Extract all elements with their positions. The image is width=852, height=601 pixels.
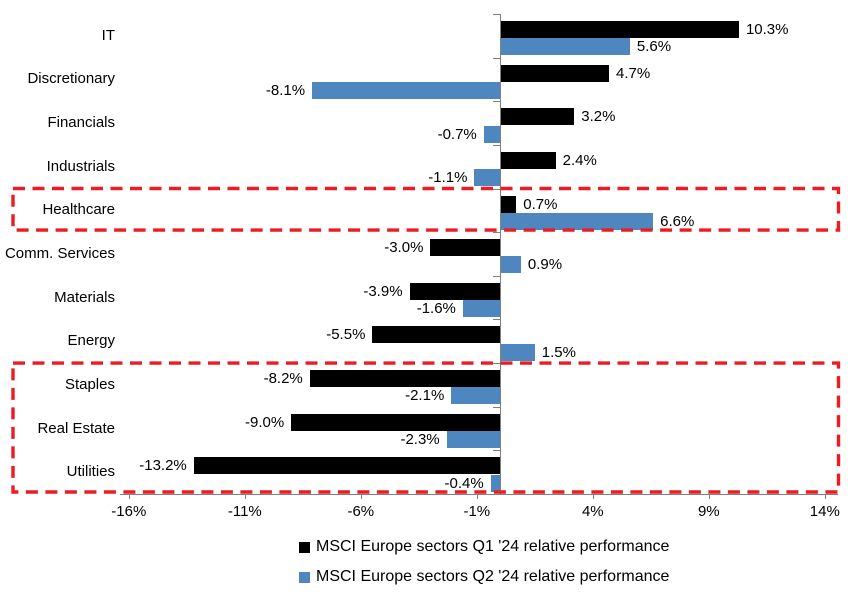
q1-bar [291, 413, 500, 431]
y-axis-tick [493, 275, 500, 277]
value-label: -0.7% [437, 125, 477, 143]
q1-bar [309, 370, 500, 388]
legend-item: MSCI Europe sectors Q2 '24 relative perf… [299, 567, 669, 587]
x-axis-tick-label: -6% [347, 503, 375, 520]
value-label: -8.2% [263, 370, 303, 388]
q1-bar [500, 108, 575, 126]
category-label: Industrials [46, 157, 115, 175]
x-axis-line [120, 494, 838, 495]
value-label: -1.6% [416, 300, 456, 318]
value-label: -9.0% [245, 413, 285, 431]
category-label: Healthcare [42, 201, 115, 219]
value-label: -1.1% [428, 169, 468, 187]
value-label: -0.4% [444, 474, 484, 492]
value-label: -3.9% [363, 282, 403, 300]
q1-bar [500, 151, 556, 169]
y-axis-tick [493, 450, 500, 452]
q2-bar [500, 256, 521, 274]
value-label: 0.9% [527, 256, 563, 274]
x-axis-tick-label: 14% [809, 503, 840, 520]
x-axis-tick [476, 494, 478, 499]
value-label: 0.7% [523, 195, 558, 213]
value-label: -5.5% [326, 326, 366, 344]
y-axis-tick [493, 232, 500, 234]
q2-bar [474, 169, 500, 187]
q1-bar [193, 457, 500, 475]
q1-bar [409, 282, 500, 300]
value-label: -13.2% [139, 457, 187, 475]
y-axis-tick [493, 188, 500, 190]
value-label: -3.0% [384, 239, 424, 257]
category-label: Financials [47, 114, 115, 132]
value-label: 10.3% [745, 21, 789, 38]
category-label: IT [101, 26, 115, 44]
q2-bar [451, 387, 500, 405]
value-label: 6.6% [660, 212, 695, 230]
x-axis-tick-label: -11% [227, 503, 262, 520]
value-label: 4.7% [616, 64, 651, 82]
x-axis-tick-label: 9% [697, 503, 720, 520]
q2-bar [446, 431, 500, 449]
x-axis-tick [244, 494, 246, 499]
highlight-box [11, 186, 841, 232]
value-label: -2.1% [405, 387, 445, 405]
q2-bar [500, 212, 654, 230]
y-axis-tick [493, 144, 500, 146]
y-axis-tick [493, 57, 500, 59]
q1-bar [430, 239, 500, 257]
q1-bar [500, 21, 739, 38]
x-axis-tick-label: -16% [111, 503, 147, 520]
value-label: 3.2% [581, 108, 616, 126]
q1-bar [500, 64, 610, 82]
x-axis-tick-label: -1% [463, 503, 491, 520]
category-label: Comm. Services [4, 245, 115, 262]
category-label: Utilities [66, 463, 115, 481]
x-axis-tick [360, 494, 362, 499]
q2-bar [312, 81, 500, 99]
value-label: 2.4% [562, 151, 597, 169]
q2-bar [500, 38, 630, 56]
x-axis-tick [824, 494, 826, 499]
x-axis-tick [708, 494, 710, 499]
q2-bar [500, 343, 535, 361]
y-axis-tick [493, 14, 500, 15]
y-axis-tick [493, 319, 500, 321]
q2-bar [490, 474, 500, 492]
legend-label: MSCI Europe sectors Q1 '24 relative perf… [316, 538, 670, 555]
q2-bar [462, 300, 500, 318]
x-axis-tick-label: 4% [581, 503, 604, 520]
x-axis-tick [592, 494, 594, 499]
q2-bar [483, 125, 500, 143]
category-label: Real Estate [37, 419, 115, 437]
value-label: -8.1% [265, 81, 306, 99]
category-label: Energy [67, 332, 115, 350]
value-label: 5.6% [636, 38, 672, 56]
x-axis-tick [128, 494, 130, 499]
q2-legend-swatch [299, 571, 310, 583]
q1-bar [500, 195, 517, 213]
category-label: Staples [64, 375, 115, 393]
y-axis-tick [493, 406, 500, 408]
value-label: 1.5% [541, 343, 576, 361]
y-axis-tick [493, 101, 500, 103]
value-label: -2.3% [400, 431, 440, 449]
y-axis-tick [493, 363, 500, 365]
q1-bar [372, 326, 500, 344]
legend-item: MSCI Europe sectors Q1 '24 relative perf… [299, 537, 669, 557]
category-label: Materials [54, 288, 115, 306]
q1-legend-swatch [299, 541, 310, 553]
legend-label: MSCI Europe sectors Q2 '24 relative perf… [316, 568, 670, 585]
y-axis-line [500, 14, 501, 494]
category-label: Discretionary [27, 70, 115, 88]
